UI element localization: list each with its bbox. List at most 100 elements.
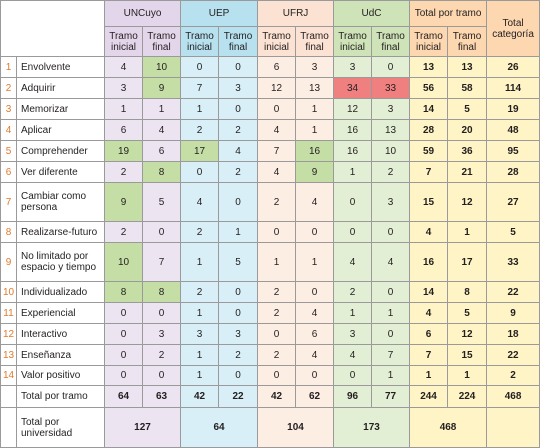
table-row: 13 Enseñanza 0 2 1 2 2 4 4 7 7 15 22 — [0, 344, 540, 366]
value-cell: 22 — [486, 281, 540, 303]
value-cell: 16 — [333, 140, 373, 162]
value-cell: 15 — [409, 182, 449, 222]
header-total-tramo: Total por tramo — [409, 0, 488, 27]
value-cell: 2 — [257, 182, 297, 222]
subheader-final: Tramo final — [218, 26, 259, 57]
value-cell: 0 — [257, 221, 297, 243]
value-cell: 1 — [409, 365, 449, 386]
row-label: Envolvente — [16, 56, 105, 78]
value-cell: 1 — [333, 302, 373, 324]
value-cell: 4 — [409, 302, 449, 324]
value-cell: 1 — [141, 98, 182, 120]
value-cell: 1 — [371, 365, 411, 386]
row-number: 14 — [0, 365, 17, 386]
value-cell: 33 — [486, 242, 540, 282]
empty-cell — [0, 385, 17, 408]
value-cell: 0 — [180, 56, 220, 78]
value-cell: 4 — [295, 344, 335, 366]
value-cell: 27 — [486, 182, 540, 222]
universidad-total-cell: 104 — [257, 407, 335, 448]
value-cell: 4 — [141, 119, 182, 141]
value-cell: 1 — [218, 221, 259, 243]
row-label: Valor positivo — [16, 365, 105, 386]
value-cell: 17 — [180, 140, 220, 162]
value-cell: 0 — [218, 302, 259, 324]
header-row-groups: UNCuyo UEP UFRJ UdC Total por tramo Tota… — [0, 0, 540, 57]
total-value-cell: 96 — [333, 385, 373, 408]
subheader-inicial: Tramo inicial — [257, 26, 297, 57]
value-cell: 7 — [141, 242, 182, 282]
table-row: 12 Interactivo 0 3 3 3 0 6 3 0 6 12 18 — [0, 323, 540, 345]
value-cell: 114 — [486, 77, 540, 99]
empty-cell — [0, 407, 17, 448]
value-cell: 0 — [180, 161, 220, 183]
value-cell: 2 — [333, 281, 373, 303]
value-cell: 59 — [409, 140, 449, 162]
row-label: Enseñanza — [16, 344, 105, 366]
total-value-cell: 244 — [409, 385, 449, 408]
value-cell: 1 — [180, 302, 220, 324]
value-cell: 0 — [257, 323, 297, 345]
row-number: 12 — [0, 323, 17, 345]
value-cell: 14 — [409, 98, 449, 120]
value-cell: 9 — [104, 182, 143, 222]
value-cell: 0 — [141, 221, 182, 243]
value-cell: 20 — [447, 119, 488, 141]
value-cell: 1 — [295, 98, 335, 120]
value-cell: 1 — [333, 161, 373, 183]
value-cell: 58 — [447, 77, 488, 99]
value-cell: 1 — [295, 242, 335, 282]
value-cell: 18 — [486, 323, 540, 345]
value-cell: 2 — [180, 221, 220, 243]
value-cell: 10 — [371, 140, 411, 162]
total-value-cell: 63 — [141, 385, 182, 408]
value-cell: 12 — [333, 98, 373, 120]
value-cell: 0 — [104, 365, 143, 386]
value-cell: 9 — [295, 161, 335, 183]
value-cell: 2 — [218, 161, 259, 183]
total-value-cell: 62 — [295, 385, 335, 408]
value-cell: 1 — [180, 242, 220, 282]
value-cell: 15 — [447, 344, 488, 366]
total-universidad-label: Total por universidad — [16, 407, 105, 448]
value-cell: 3 — [141, 323, 182, 345]
value-cell: 21 — [447, 161, 488, 183]
value-cell: 3 — [333, 323, 373, 345]
total-value-cell: 42 — [257, 385, 297, 408]
row-label: Ver diferente — [16, 161, 105, 183]
value-cell: 4 — [333, 242, 373, 282]
row-label: Aplicar — [16, 119, 105, 141]
value-cell: 6 — [104, 119, 143, 141]
value-cell: 8 — [104, 281, 143, 303]
table-row: 10 Individualizado 8 8 2 0 2 0 2 0 14 8 22 — [0, 281, 540, 303]
universidad-total-cell: 64 — [180, 407, 259, 448]
row-label: Cambiar como persona — [16, 182, 105, 222]
value-cell: 16 — [333, 119, 373, 141]
value-cell: 5 — [218, 242, 259, 282]
value-cell: 3 — [295, 56, 335, 78]
row-label: Interactivo — [16, 323, 105, 345]
value-cell: 7 — [257, 140, 297, 162]
value-cell: 1 — [180, 365, 220, 386]
row-number: 7 — [0, 182, 17, 222]
value-cell: 2 — [180, 281, 220, 303]
value-cell: 12 — [257, 77, 297, 99]
total-value-cell: 42 — [180, 385, 220, 408]
value-cell: 10 — [141, 56, 182, 78]
value-cell: 8 — [141, 281, 182, 303]
value-cell: 6 — [409, 323, 449, 345]
value-cell: 4 — [371, 242, 411, 282]
value-cell: 10 — [104, 242, 143, 282]
header-udc: UdC — [333, 0, 411, 27]
universidad-total-cell: 173 — [333, 407, 411, 448]
subheader-final: Tramo final — [141, 26, 182, 57]
row-number: 4 — [0, 119, 17, 141]
total-value-cell: 22 — [218, 385, 259, 408]
value-cell: 2 — [218, 119, 259, 141]
value-cell: 0 — [257, 365, 297, 386]
value-cell: 34 — [333, 77, 373, 99]
value-cell: 1 — [371, 302, 411, 324]
value-cell: 0 — [371, 323, 411, 345]
value-cell: 0 — [333, 182, 373, 222]
universidad-total-cell: 468 — [409, 407, 488, 448]
